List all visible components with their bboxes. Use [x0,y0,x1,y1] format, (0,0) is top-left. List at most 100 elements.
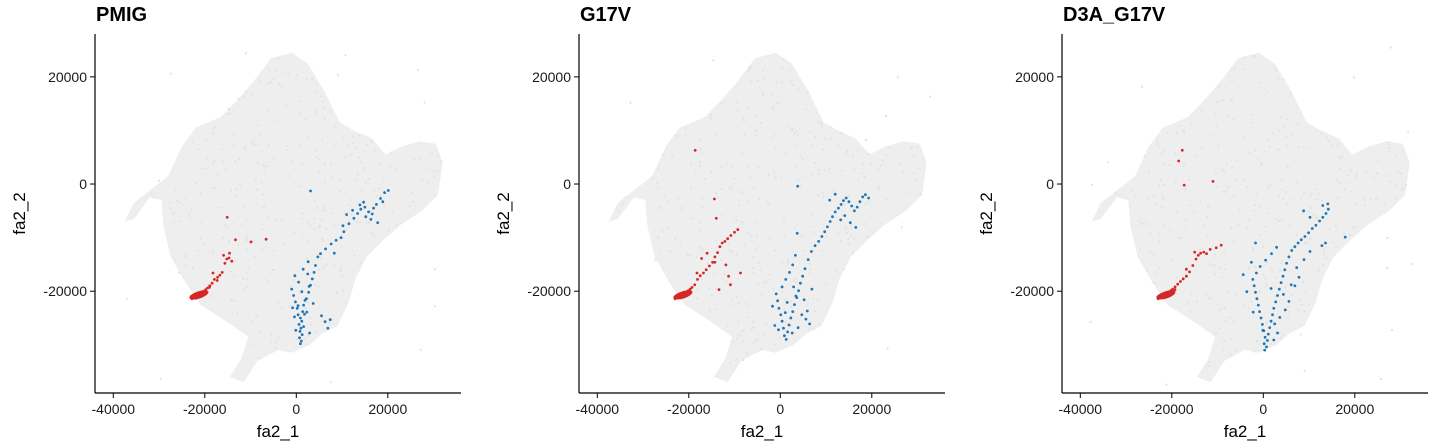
background-cell-point [710,113,713,116]
background-cell-point [1247,221,1250,224]
background-cell-point [1270,342,1273,345]
background-cell-point [369,210,372,213]
background-cell-point [751,239,754,242]
blue-cell-point [1274,300,1278,304]
background-cell-point [1353,202,1357,205]
blue-cell-point [290,287,294,291]
red-cell-point [1199,251,1202,255]
background-cell-point [1266,261,1269,264]
background-cell-point [1195,134,1198,138]
background-cell-point [159,377,162,380]
background-cell-point [1231,166,1234,169]
background-cell-point [1216,185,1219,188]
background-cell-point [436,154,439,157]
background-cell-point [212,249,215,252]
background-cell-point [305,257,309,260]
background-cell-point [1211,264,1214,267]
blue-cell-point [1285,261,1288,265]
background-cell-point [747,304,750,308]
background-cell-point [801,158,804,161]
background-cell-point [367,177,371,181]
background-cell-point [356,220,359,223]
blue-cell-point [294,328,298,332]
background-cell-point [755,114,758,117]
background-cell-point [346,144,349,147]
background-cell-point [292,278,296,281]
background-cell-point [205,138,208,141]
background-cell-point [1207,263,1210,266]
background-cell-point [742,340,745,343]
blue-cell-point [1326,207,1330,211]
blue-cell-point [1258,310,1261,313]
red-cell-point [733,230,736,234]
red-cell-point [720,241,724,245]
blue-cell-point [300,333,304,336]
red-cell-point [1193,250,1197,254]
background-cell-point [810,173,813,176]
background-cell-point [261,193,264,196]
background-cell-point [1303,369,1306,372]
background-cell-point [322,99,325,102]
background-cell-point [1285,203,1289,206]
background-cell-point [334,144,338,147]
background-cell-point [345,228,348,231]
background-cell-point [657,236,660,239]
red-cell-point [713,197,716,201]
background-cell-point [752,256,755,259]
blue-cell-point [794,294,798,298]
background-cell-point [1161,196,1164,199]
background-cell-point [820,249,823,252]
background-cell-point [1288,224,1291,227]
background-cell-point [178,201,181,204]
background-cell-point [1182,129,1185,132]
background-cell-point [766,200,769,203]
background-cell-point [1262,245,1265,248]
background-cell-point [347,203,351,206]
background-cell-point [1209,134,1212,137]
background-cell-point [1218,309,1222,312]
background-cell-point [338,178,342,181]
background-cell-point [340,223,343,226]
background-cell-point [814,161,817,165]
background-cell-point [1187,178,1191,181]
background-cell-point [1230,226,1233,230]
panel-title: D3A_G17V [1063,4,1166,26]
background-cell-point [1178,236,1181,239]
background-cell-point [321,237,324,240]
background-cell-point [852,251,855,254]
blue-cell-point [843,214,847,218]
background-cell-point [1253,149,1257,152]
x-tick-label: 0 [776,401,784,417]
background-cell-point [1202,224,1205,227]
background-cell-point [191,140,194,143]
background-cell-point [298,100,301,103]
blue-cell-point [303,298,307,302]
background-cell-point [744,243,747,246]
blue-cell-point [1250,260,1253,264]
background-cell-point [1149,232,1152,236]
background-cell-point [245,278,248,281]
background-cell-point [196,249,199,252]
background-cell-point [263,165,266,168]
blue-cell-point [794,253,797,257]
background-cell-point [319,256,322,260]
blue-cell-point [854,226,858,229]
background-cell-point [810,144,813,147]
red-cell-point [729,234,733,237]
blue-cell-point [383,191,386,195]
blue-cell-point [370,212,374,216]
background-cell-point [1278,331,1281,334]
background-cell-point [1199,248,1202,251]
blue-cell-point [804,317,808,321]
background-cell-point [433,170,436,173]
background-cell-point [232,132,235,135]
background-cell-point [1161,206,1164,209]
background-cell-point [418,157,421,160]
background-cell-point [1342,232,1345,235]
background-cell-point [802,249,805,252]
background-cell-point [1253,209,1256,212]
background-cell-point [721,214,724,217]
background-cell-point [759,121,763,124]
background-cell-point [714,192,718,195]
blue-cell-point [1272,338,1276,342]
